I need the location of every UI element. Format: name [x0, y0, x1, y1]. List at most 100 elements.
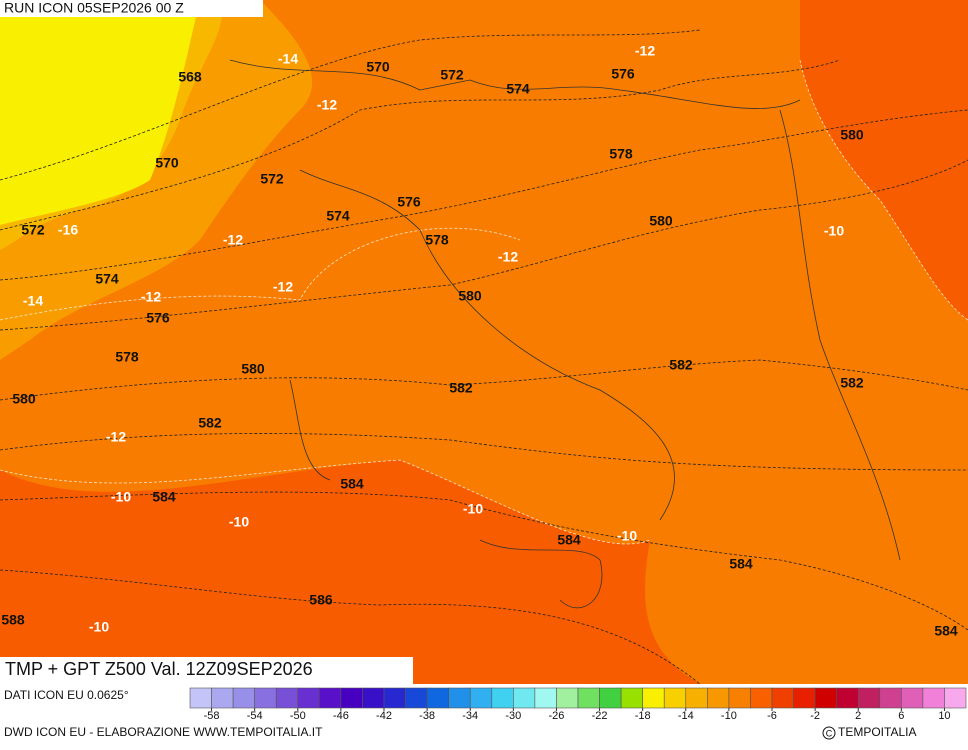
source-label: DATI ICON EU 0.0625°: [4, 688, 129, 702]
colorbar: -58 -54 -50 -46 -42 -38 -34 -30 -26 -22 -18 -14 -10-…: [189, 687, 967, 722]
height-label: 584: [557, 532, 581, 548]
height-label: 572: [440, 67, 464, 83]
copyright-label: TEMPOITALIA: [838, 725, 916, 739]
colorbar-swatch: [534, 687, 557, 709]
height-label: 568: [178, 69, 202, 85]
temp-label: -12: [106, 429, 126, 445]
hot-band: [0, 460, 700, 684]
colorbar-swatch: [556, 687, 579, 709]
hot-band: [800, 0, 968, 320]
colorbar-swatch: [642, 687, 665, 709]
colorbar-swatch: [944, 687, 967, 709]
height-label: 578: [115, 349, 139, 365]
height-label: 576: [146, 310, 170, 326]
colorbar-swatch: [232, 687, 255, 709]
colorbar-tick-label: -34: [462, 710, 478, 722]
height-label: 578: [609, 146, 633, 162]
height-label: 578: [425, 232, 449, 248]
colorbar-swatch: [663, 687, 687, 709]
colorbar-tick-label: -50: [290, 710, 306, 722]
height-label: 576: [611, 66, 635, 82]
colorbar-swatch: [857, 687, 881, 709]
colorbar-tick-label: 2: [855, 710, 861, 722]
height-label: 584: [340, 476, 364, 492]
map-title: TMP + GPT Z500 Val. 12Z09SEP2026: [5, 659, 313, 679]
colorbar-tick-label: -38: [419, 710, 435, 722]
temp-label: -12: [223, 232, 243, 248]
height-label: 582: [449, 380, 473, 396]
temp-label: -12: [273, 279, 293, 295]
temp-label: -14: [23, 293, 43, 309]
colorbar-swatch: [814, 687, 837, 709]
height-label: 584: [729, 556, 753, 572]
temp-label: -10: [111, 489, 131, 505]
temp-label: -12: [141, 289, 161, 305]
colorbar-swatch: [620, 687, 643, 709]
colorbar-tick-label: 10: [938, 710, 950, 722]
colorbar-swatch: [254, 687, 277, 709]
contour: [0, 491, 968, 631]
colorbar-tick-label: 6: [898, 710, 904, 722]
temp-label: -16: [58, 222, 78, 238]
colorbar-tick-label: -26: [548, 710, 564, 722]
colorbar-swatch: [383, 687, 406, 709]
height-label: 570: [366, 59, 390, 75]
colorbar-tick-label: -18: [635, 710, 651, 722]
colorbar-tick-label: -6: [767, 710, 777, 722]
colorbar-tick-label: -14: [678, 710, 694, 722]
map: 568 570 572 574 576 570 572 578 580 574 …: [0, 0, 968, 685]
temp-label: -10: [463, 501, 483, 517]
height-label: 588: [1, 612, 25, 628]
colorbar-swatch: [211, 687, 234, 709]
colorbar-tick-label: -22: [592, 710, 608, 722]
colorbar-swatch: [793, 687, 816, 709]
header-box: [0, 0, 263, 17]
colorbar-swatch: [469, 687, 493, 709]
colorbar-swatch: [901, 687, 924, 709]
colorbar-swatch: [685, 687, 708, 709]
height-label: 580: [241, 361, 265, 377]
credit-label: DWD ICON EU - ELABORAZIONE WWW.TEMPOITAL…: [4, 725, 323, 739]
colorbar-tick-label: -30: [505, 710, 521, 722]
temp-label: -12: [635, 43, 655, 59]
height-label: 574: [506, 81, 530, 97]
isotherm: [0, 459, 651, 545]
colorbar-swatch: [922, 687, 945, 709]
height-label: 582: [840, 375, 864, 391]
colorbar-swatch: [426, 687, 449, 709]
contour: [0, 59, 841, 231]
colorbar-swatch: [319, 687, 342, 709]
colorbar-swatch: [879, 687, 902, 709]
height-label: 580: [12, 391, 36, 407]
colorbar-swatch: [275, 687, 299, 709]
colorbar-swatch: [599, 687, 622, 709]
temp-label: -14: [278, 51, 298, 67]
height-label: 576: [397, 194, 421, 210]
height-label: 582: [198, 415, 222, 431]
copyright-icon: [822, 726, 836, 740]
height-label: 586: [309, 592, 333, 608]
contour: [0, 433, 968, 471]
colorbar-tick-label: -58: [204, 710, 220, 722]
colorbar-tick-label: -54: [247, 710, 263, 722]
copyright-icon: C: [826, 728, 833, 738]
height-label: 582: [669, 357, 693, 373]
temp-label: -12: [498, 249, 518, 265]
colorbar-swatch: [836, 687, 859, 709]
height-label: 584: [934, 623, 958, 639]
contour: [0, 159, 968, 331]
height-label: 580: [458, 288, 482, 304]
contour: [0, 569, 701, 685]
border: [229, 59, 901, 609]
temp-label: -10: [824, 223, 844, 239]
contour: [0, 109, 968, 281]
height-label: 572: [21, 222, 45, 238]
colorbar-swatch: [728, 687, 751, 709]
temp-label: -10: [229, 514, 249, 530]
colorbar-swatch: [448, 687, 471, 709]
height-label: 570: [155, 155, 179, 171]
temp-label: -10: [617, 528, 637, 544]
colorbar-tick-label: -46: [333, 710, 349, 722]
colorbar-swatch: [405, 687, 428, 709]
colorbar-tick-label: -2: [810, 710, 820, 722]
